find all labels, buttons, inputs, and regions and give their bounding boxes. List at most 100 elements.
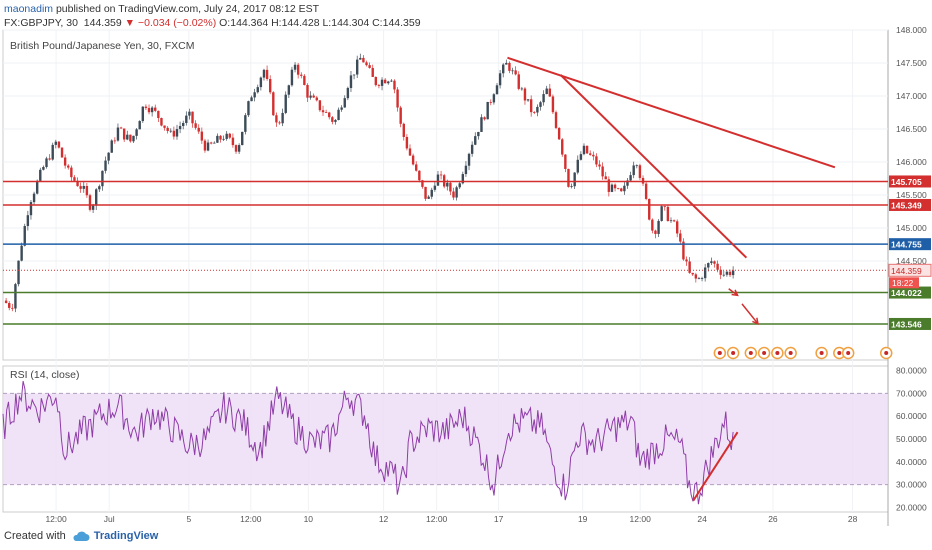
candle-body <box>691 272 694 275</box>
candle-body <box>206 142 210 151</box>
candle-body <box>346 87 350 99</box>
candle-body <box>486 101 489 120</box>
candle-body <box>585 145 589 154</box>
candle-body <box>48 158 51 160</box>
candle-body <box>508 62 511 71</box>
candle-body <box>250 97 253 102</box>
candle-body <box>135 129 138 136</box>
candle-body <box>337 109 340 120</box>
event-icon-dot <box>837 351 842 355</box>
candle-body <box>601 166 604 177</box>
candle-body <box>355 59 359 75</box>
candle-body <box>256 87 259 93</box>
candle-body <box>495 85 499 95</box>
candle-body <box>666 206 670 222</box>
candle-body <box>638 165 642 178</box>
candle-body <box>268 78 272 93</box>
candle-body <box>458 183 461 188</box>
candle-body <box>523 88 527 101</box>
rsi-trendline <box>692 431 739 502</box>
candle-body <box>716 263 719 270</box>
candle-body <box>449 182 452 192</box>
candle-body <box>312 95 315 98</box>
countdown-tag <box>889 277 919 289</box>
candle-body <box>421 180 424 187</box>
candle-body <box>613 184 617 189</box>
candle-body <box>11 307 14 309</box>
candle-body <box>663 206 666 208</box>
author-link[interactable]: maonadim <box>4 3 54 15</box>
candle-body <box>520 88 524 90</box>
candle-body <box>147 108 151 113</box>
candle-body <box>427 196 430 199</box>
time-tick-label: 12:00 <box>45 514 67 524</box>
event-icon-dot <box>846 351 851 355</box>
candle-body <box>225 133 228 139</box>
candle-body <box>455 187 458 198</box>
candle-body <box>113 140 117 142</box>
candle-body <box>728 271 732 276</box>
candle-body <box>461 174 465 184</box>
rsi-tick-label: 70.0000 <box>896 388 927 398</box>
candle-body <box>228 133 232 138</box>
candle-body <box>719 269 722 275</box>
event-icon-dot <box>788 351 793 355</box>
candle-body <box>635 165 639 167</box>
candle-body <box>42 166 45 170</box>
candle-body <box>39 169 42 181</box>
candle-body <box>88 195 92 210</box>
candle-body <box>129 134 132 142</box>
candle-body <box>222 138 225 140</box>
candle-body <box>157 110 160 118</box>
candle-body <box>589 153 592 155</box>
candle-body <box>166 127 169 132</box>
rsi-tick-label: 60.0000 <box>896 411 927 421</box>
candle-body <box>713 261 716 264</box>
candle-body <box>35 180 39 194</box>
candle-body <box>514 70 517 75</box>
candle-body <box>265 69 269 79</box>
candle-body <box>194 123 197 128</box>
down-arrow <box>741 303 759 325</box>
rsi-band <box>3 393 888 485</box>
down-arrow-head <box>731 289 739 297</box>
candle-body <box>722 274 726 276</box>
candle-body <box>76 180 79 187</box>
candle-body <box>209 142 213 144</box>
candle-body <box>20 245 23 261</box>
price-tick-label: 148.000 <box>896 25 927 35</box>
candle-body <box>234 145 238 152</box>
rsi-tick-label: 80.0000 <box>896 366 927 376</box>
rsi-tick-label: 30.0000 <box>896 480 927 490</box>
candle-body <box>340 107 343 110</box>
candle-body <box>408 148 412 156</box>
candle-body <box>570 186 573 188</box>
candle-body <box>402 123 405 137</box>
event-icon-dot <box>884 351 889 355</box>
candle-body <box>573 172 576 187</box>
candle-body <box>607 179 611 192</box>
time-tick-label: 19 <box>578 514 588 524</box>
last-price-tag <box>888 263 932 277</box>
candle-body <box>154 107 157 111</box>
price-tick-label: 145.000 <box>896 223 927 233</box>
level-price-label: 144.755 <box>891 240 922 250</box>
candle-body <box>411 155 415 165</box>
candle-body <box>610 184 614 192</box>
candle-body <box>284 94 287 113</box>
tradingview-logo[interactable]: TradingView <box>72 530 158 542</box>
publish-text: published on TradingView.com, July 24, 2… <box>55 3 320 15</box>
candle-body <box>138 121 141 130</box>
candle-body <box>51 144 54 160</box>
rsi-pane-title: RSI (14, close) <box>10 369 80 381</box>
candle-body <box>616 188 620 190</box>
candle-body <box>85 185 89 196</box>
level-price-label: 144.022 <box>891 288 922 298</box>
price-pane-title: British Pound/Japanese Yen, 30, FXCM <box>10 40 195 52</box>
time-tick-label: 26 <box>768 514 778 524</box>
time-tick-label: 5 <box>186 514 191 524</box>
candle-body <box>57 141 61 148</box>
candle-body <box>300 74 303 76</box>
candle-body <box>241 131 244 146</box>
